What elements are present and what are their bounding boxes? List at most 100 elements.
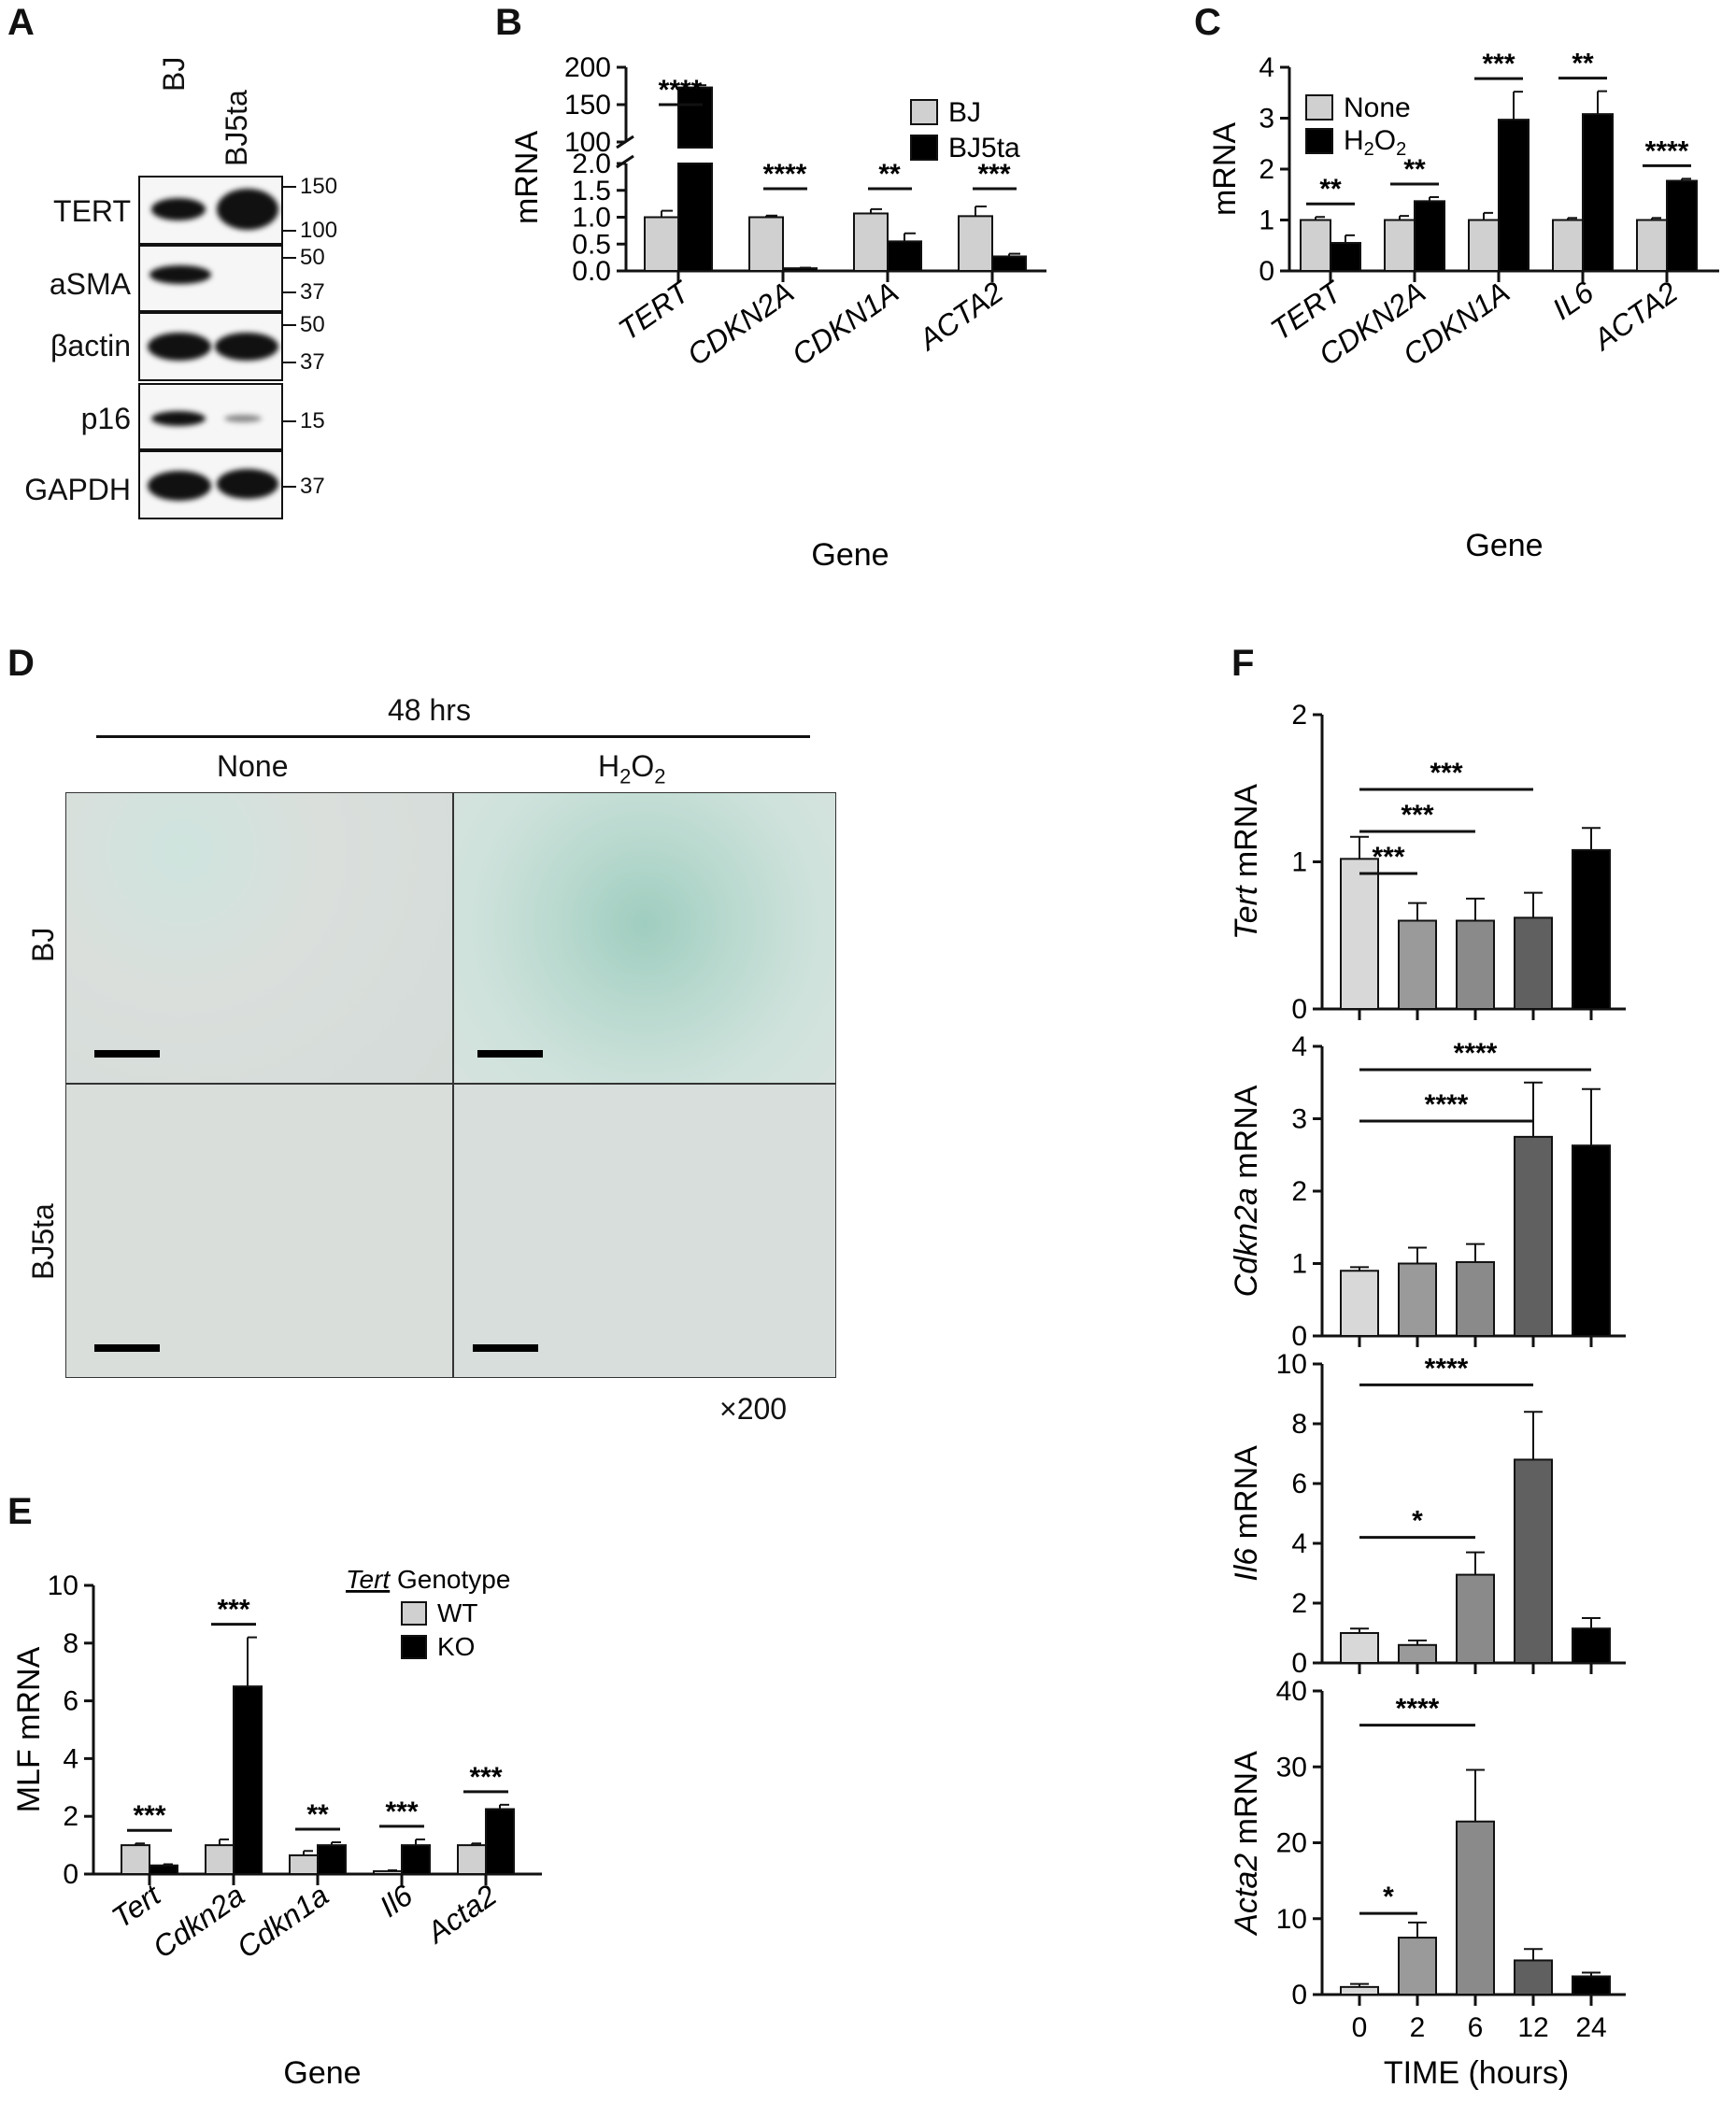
y-axis-title: Il6 mRNA xyxy=(1229,1445,1264,1582)
bar xyxy=(1456,1260,1495,1338)
bar xyxy=(1666,179,1698,272)
y-tick-label: 4 xyxy=(1291,1528,1307,1559)
significance-label: ** xyxy=(1403,154,1426,185)
y-tick-label: 200 xyxy=(564,52,611,83)
bar xyxy=(1582,113,1614,272)
band-p16-bj xyxy=(151,411,206,426)
y-tick-label: 1 xyxy=(1291,1249,1307,1280)
blot-row-label-p16: p16 xyxy=(80,402,131,435)
micrograph-bj5ta-h2o2 xyxy=(453,1084,836,1378)
x-tick-label: 0 xyxy=(1352,2012,1368,2043)
chart-e: 0 2 4 6 8 10 MLF mRNA *** Tert *** Cdkn2a ** Cdkn1a *… xyxy=(11,1565,542,2091)
bar xyxy=(121,1844,150,1876)
mw-tick xyxy=(283,257,296,259)
bar xyxy=(1514,1959,1553,1995)
blot-tert xyxy=(138,176,283,245)
mw-label: 37 xyxy=(300,474,325,499)
panel-label-d: D xyxy=(7,643,35,684)
panel-label-e: E xyxy=(7,1491,33,1532)
micrograph-bj5ta-none xyxy=(65,1084,453,1378)
y-tick-label: 4 xyxy=(1291,1031,1307,1062)
significance-label: **** xyxy=(1454,1038,1498,1069)
significance-label: **** xyxy=(659,75,703,106)
bar xyxy=(1514,1458,1553,1665)
legend-label: H2O2 xyxy=(1344,125,1406,160)
bar xyxy=(1398,1937,1437,1995)
y-tick-label: 150 xyxy=(564,90,611,121)
y-tick-label: 4 xyxy=(1259,52,1274,83)
bar xyxy=(1340,1632,1379,1664)
mw-label: 37 xyxy=(300,349,325,375)
y-tick-label: 10 xyxy=(48,1570,78,1601)
bar xyxy=(1384,219,1416,272)
x-tick-label: TERT xyxy=(612,274,697,347)
y-tick-label: 3 xyxy=(1259,104,1274,135)
mw-label: 50 xyxy=(300,312,325,337)
bar xyxy=(1514,916,1553,1011)
bar xyxy=(644,216,679,272)
bar xyxy=(317,1844,347,1876)
y-tick-label: 1 xyxy=(1259,206,1274,236)
blot-row-label-tert: TERT xyxy=(53,194,131,228)
x-tick-label: Il6 xyxy=(374,1878,419,1924)
y-axis-title: mRNA xyxy=(509,131,545,224)
mw-tick xyxy=(283,186,296,188)
mw-tick xyxy=(283,486,296,488)
lane-label-bj5ta: BJ5ta xyxy=(220,90,253,166)
x-tick-label: CDKN1A xyxy=(786,275,904,372)
bar xyxy=(853,212,889,273)
blot-row-label-asma: aSMA xyxy=(49,267,131,301)
panel-label-c: C xyxy=(1194,2,1221,43)
significance-label: *** xyxy=(217,1595,249,1626)
bar xyxy=(1572,848,1611,1010)
x-tick-label: 12 xyxy=(1517,2012,1548,2043)
bar xyxy=(289,1853,319,1876)
x-tick-label: Cdkn1a xyxy=(231,1878,334,1965)
significance-label: **** xyxy=(1425,1353,1469,1384)
y-tick-label: 2 xyxy=(1291,1176,1307,1207)
mw-label: 50 xyxy=(300,245,325,270)
y-tick-label: 20 xyxy=(1276,1828,1307,1859)
y-tick-label: 10 xyxy=(1276,1904,1307,1935)
bar xyxy=(205,1844,235,1876)
y-tick-label: 6 xyxy=(63,1686,78,1717)
lane-label-bj: BJ xyxy=(157,56,191,92)
panel-label-a: A xyxy=(7,2,35,43)
y-tick-label: 0.5 xyxy=(572,229,611,260)
bar xyxy=(1572,1627,1611,1665)
micrograph-bj-h2o2 xyxy=(453,792,836,1084)
x-tick-label: 6 xyxy=(1468,2012,1484,2043)
bar xyxy=(373,1869,403,1876)
significance-label: *** xyxy=(977,159,1010,190)
column-label-h2o2: H2O2 xyxy=(598,749,666,788)
bar xyxy=(485,1808,515,1876)
mw-label: 100 xyxy=(300,218,338,243)
band-gapdh-bj xyxy=(148,471,211,501)
significance-label: *** xyxy=(385,1797,418,1827)
y-tick-label: 10 xyxy=(1276,1349,1307,1380)
significance-label: *** xyxy=(469,1762,502,1793)
bar xyxy=(1572,1144,1611,1337)
significance-label: * xyxy=(1412,1506,1423,1537)
x-axis-title: TIME (hours) xyxy=(1384,2055,1569,2091)
y-tick-label: 2 xyxy=(1259,154,1274,185)
bar xyxy=(1300,219,1331,272)
x-axis-title: Gene xyxy=(283,2055,361,2091)
significance-label: *** xyxy=(1401,800,1433,831)
mw-label: 150 xyxy=(300,174,338,199)
column-label-none: None xyxy=(217,749,289,783)
y-tick-label: 6 xyxy=(1291,1469,1307,1499)
bar xyxy=(1456,1573,1495,1664)
y-tick-label: 2 xyxy=(1291,700,1307,731)
bar xyxy=(1498,119,1530,273)
mw-tick xyxy=(283,324,296,326)
bar xyxy=(1414,200,1445,273)
time-bracket xyxy=(96,735,810,738)
legend-label: BJ5ta xyxy=(948,133,1020,163)
bar xyxy=(1636,219,1668,272)
mw-tick xyxy=(283,291,296,293)
significance-label: *** xyxy=(1430,758,1462,788)
row-label-bj5ta: BJ5ta xyxy=(26,1203,60,1280)
scale-bar xyxy=(473,1344,538,1352)
